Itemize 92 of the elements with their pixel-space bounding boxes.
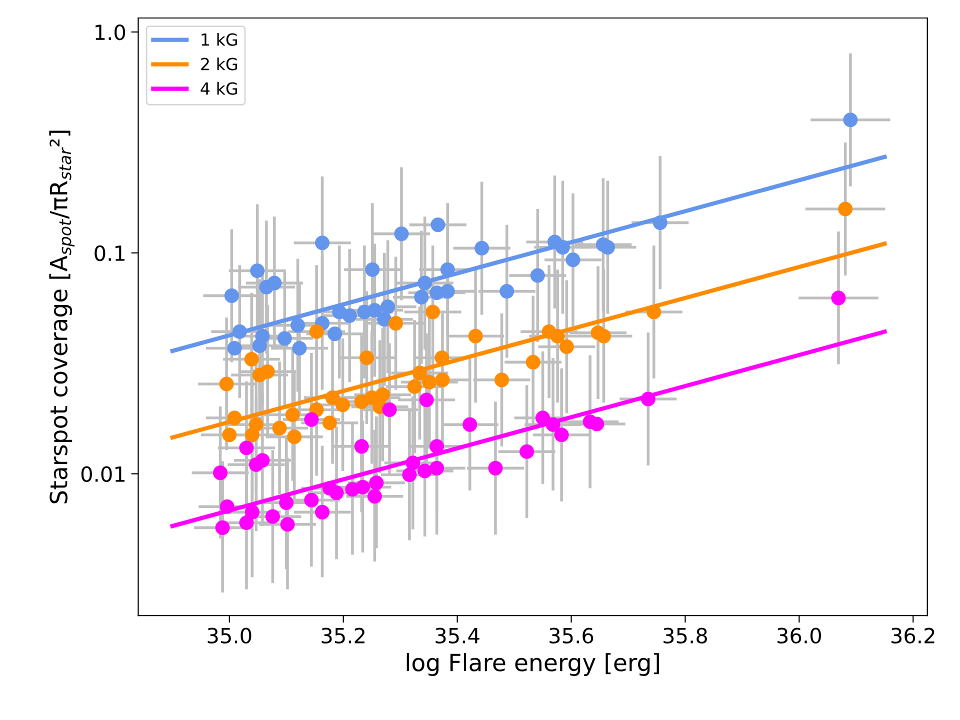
x-tick-label: 35.2: [322, 628, 364, 644]
point: [244, 504, 260, 520]
point: [280, 517, 295, 532]
point: [219, 376, 234, 392]
x-tick-label: 36.0: [778, 628, 821, 644]
y-tick-label: 1.0: [96, 24, 126, 40]
point: [367, 302, 382, 318]
legend-label: 1 kG: [202, 33, 238, 46]
point: [359, 350, 374, 366]
point: [328, 326, 342, 342]
point: [526, 354, 540, 370]
x-axis-title: log Flare energy [erg]: [406, 653, 659, 676]
point: [462, 417, 478, 432]
point: [488, 460, 503, 476]
legend-label: 2 kG: [201, 57, 238, 70]
x-tick-label: 36.2: [892, 628, 934, 644]
point: [600, 240, 616, 255]
point: [369, 476, 384, 490]
point: [435, 372, 450, 388]
point: [468, 328, 483, 344]
point: [838, 202, 853, 216]
point: [250, 263, 265, 278]
point: [314, 236, 330, 250]
point: [336, 398, 350, 412]
point: [414, 290, 429, 304]
x-tick-label: 35.6: [550, 628, 594, 644]
point: [402, 467, 417, 482]
point: [530, 268, 545, 283]
point: [272, 420, 287, 436]
point: [430, 460, 444, 476]
point: [388, 316, 404, 331]
point: [500, 284, 514, 299]
point: [304, 412, 319, 427]
point: [474, 240, 490, 256]
point: [309, 324, 324, 339]
point: [239, 440, 254, 456]
point: [422, 374, 437, 390]
point: [590, 416, 604, 432]
point: [252, 338, 267, 353]
point: [377, 312, 392, 327]
point: [290, 318, 306, 333]
point: [314, 504, 330, 520]
point: [382, 402, 397, 417]
point: [375, 387, 390, 402]
point: [265, 509, 280, 524]
point: [239, 515, 254, 530]
point: [227, 340, 242, 356]
x-tick-label: 35.4: [436, 628, 480, 644]
point: [292, 340, 307, 356]
point: [843, 112, 858, 128]
point: [244, 352, 259, 367]
point: [394, 226, 409, 242]
point: [520, 444, 534, 459]
point: [277, 331, 292, 346]
point: [222, 428, 237, 442]
point: [831, 290, 846, 306]
y-tick-label: 0.1: [94, 245, 125, 262]
x-tick-label: 35.0: [208, 628, 252, 644]
point: [285, 407, 300, 422]
point: [418, 464, 432, 478]
point: [279, 495, 294, 510]
y-tick-label: 0.01: [81, 466, 125, 482]
point: [329, 486, 344, 500]
point: [355, 480, 370, 494]
point: [244, 428, 260, 442]
point: [260, 364, 275, 379]
point: [407, 379, 422, 394]
point: [554, 428, 569, 442]
y-axis-title: Starspot coverage [A$_{spot}$/πR$_{star}$²]: [49, 130, 74, 504]
point: [322, 416, 337, 430]
point: [430, 218, 446, 232]
point: [255, 453, 270, 468]
point: [367, 489, 382, 504]
x-tick-label: 35.8: [664, 628, 707, 644]
point: [419, 392, 434, 408]
point: [494, 372, 510, 388]
point: [224, 288, 239, 303]
point: [559, 339, 574, 354]
point: [213, 466, 228, 480]
point: [354, 439, 369, 454]
point: [215, 520, 230, 535]
point: [380, 300, 396, 314]
point: [304, 492, 319, 508]
point: [287, 430, 302, 444]
point: [342, 308, 357, 323]
point: [596, 328, 612, 344]
point: [566, 252, 580, 268]
point: [365, 262, 380, 277]
point: [440, 284, 455, 299]
point: [267, 276, 282, 290]
point: [426, 304, 440, 320]
legend-label: 4 kG: [200, 82, 238, 95]
